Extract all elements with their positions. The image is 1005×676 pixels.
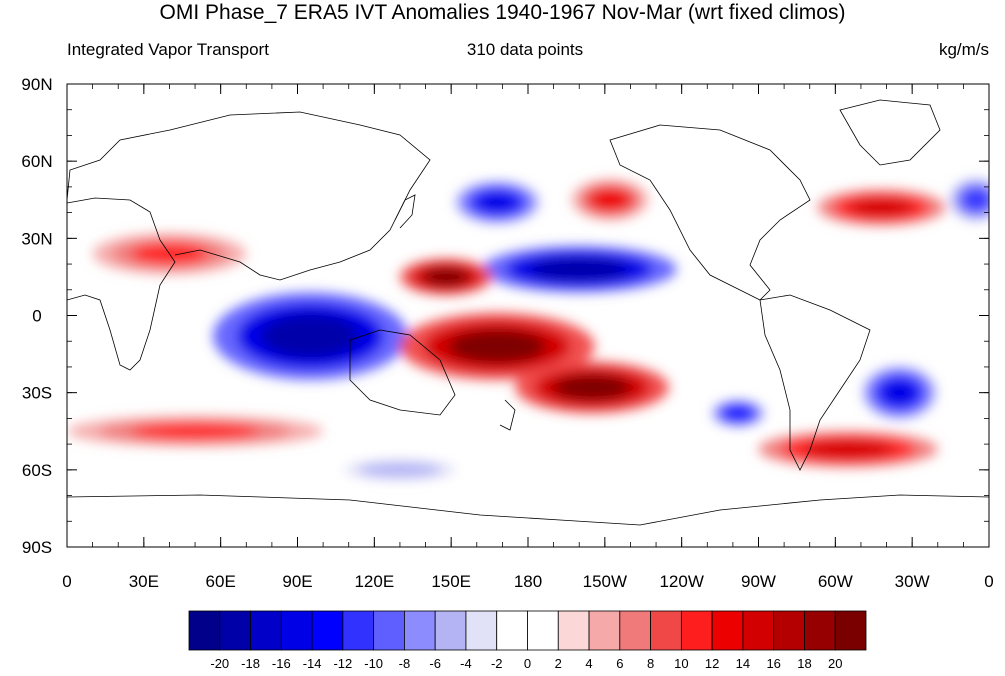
- lon-tick-label: 60E: [206, 572, 236, 591]
- colorbar-label: 4: [585, 656, 592, 671]
- lon-tick-label: 30W: [895, 572, 930, 591]
- lon-tick-label: 150W: [583, 572, 627, 591]
- colorbar-swatch: [373, 610, 405, 651]
- colorbar-swatch: [711, 610, 744, 651]
- colorbar-swatch: [404, 610, 436, 651]
- colorbar-label: 2: [555, 656, 562, 671]
- colorbar-swatch: [834, 610, 867, 651]
- lon-tick-label: 60W: [818, 572, 853, 591]
- anomaly-southern-ocean-east-2: [803, 440, 893, 459]
- lat-tick-label: 60S: [22, 461, 52, 480]
- colorbar-label: -20: [210, 656, 229, 671]
- coastline-australia: [349, 329, 456, 416]
- coastlines: [67, 99, 989, 526]
- coastline-japan: [394, 194, 416, 229]
- anomaly-northwest-pacific-2: [422, 267, 470, 286]
- anomaly-gulf-of-alaska-2: [590, 189, 630, 211]
- lon-tick-label: 30E: [129, 572, 159, 591]
- coastline-antarctica: [67, 494, 989, 526]
- colorbar: [188, 610, 867, 651]
- coastline-eurasia: [67, 111, 431, 281]
- colorbar-label: -8: [399, 656, 411, 671]
- colorbar-swatch: [219, 610, 251, 651]
- latitude-labels: 90N 60N 30N 0 30S 60S 90S: [21, 75, 52, 557]
- lon-tick-label: 180: [514, 572, 542, 591]
- colorbar-label: 20: [828, 656, 842, 671]
- colorbar-label: 12: [705, 656, 719, 671]
- anomaly-maritime-continent-pacific-2: [448, 329, 546, 364]
- anomaly-tropical-indian-ocean-2: [261, 314, 359, 358]
- colorbar-label: 6: [616, 656, 623, 671]
- colorbar-label: 0: [524, 656, 531, 671]
- colorbar-swatch: [188, 610, 221, 651]
- lat-tick-label: 90S: [22, 538, 52, 557]
- data-points-label: 310 data points: [466, 40, 584, 59]
- chart-title: OMI Phase_7 ERA5 IVT Anomalies 1940-1967…: [159, 1, 846, 24]
- coastline-south-america: [759, 294, 871, 471]
- colorbar-label: -6: [429, 656, 441, 671]
- colorbar-label: 16: [766, 656, 780, 671]
- lon-tick-label: 90E: [282, 572, 312, 591]
- coastline-greenland: [839, 99, 941, 166]
- colorbar-swatch: [680, 610, 713, 651]
- lat-tick-label: 90N: [21, 75, 52, 94]
- coastline-africa: [67, 197, 176, 371]
- colorbar-swatch: [280, 610, 313, 651]
- colorbar-label: -10: [364, 656, 383, 671]
- units-label: kg/m/s: [938, 40, 989, 59]
- colorbar-swatch: [742, 610, 775, 651]
- colorbar-label: 10: [674, 656, 688, 671]
- anomaly-south-atlantic-2: [881, 379, 918, 406]
- anomaly-field: [67, 179, 989, 481]
- lon-tick-label: 90W: [741, 572, 776, 591]
- anomaly-europe-atlantic-2: [963, 189, 989, 211]
- anomaly-southern-ocean-west-2: [131, 423, 260, 439]
- lon-tick-label: 120E: [354, 572, 394, 591]
- colorbar-label: -12: [333, 656, 352, 671]
- anomaly-north-pacific-subtropics-2: [530, 257, 628, 281]
- colorbar-swatch: [250, 610, 282, 651]
- colorbar-swatch: [496, 610, 528, 651]
- anomaly-north-atlantic-2: [849, 198, 914, 217]
- coastline-new-zealand: [499, 399, 516, 431]
- lon-tick-label: 150E: [431, 572, 471, 591]
- colorbar-label: -18: [241, 656, 260, 671]
- colorbar-swatch: [804, 610, 836, 651]
- lat-tick-label: 30N: [21, 229, 52, 248]
- colorbar-label: -4: [460, 656, 472, 671]
- anomaly-south-america-west-2: [725, 406, 751, 420]
- lat-tick-label: 60N: [21, 152, 52, 171]
- lon-tick-label: 0: [984, 572, 993, 591]
- colorbar-swatch: [619, 610, 651, 651]
- coastline-north-america: [609, 124, 811, 301]
- lon-tick-label: 120W: [659, 572, 703, 591]
- colorbar-label: -16: [272, 656, 291, 671]
- colorbar-label: -14: [303, 656, 322, 671]
- variable-label: Integrated Vapor Transport: [67, 40, 269, 59]
- colorbar-label: 8: [647, 656, 654, 671]
- colorbar-swatch: [465, 610, 498, 651]
- lon-tick-label: 0: [62, 572, 71, 591]
- colorbar-label: 18: [797, 656, 811, 671]
- lat-tick-label: 0: [32, 307, 41, 326]
- colorbar-swatch: [311, 610, 344, 651]
- anomaly-southern-indian-2: [371, 464, 429, 475]
- colorbar-swatch: [588, 610, 621, 651]
- longitude-labels: 0 30E 60E 90E 120E 150E 180 150W 120W 90W 60W 30W 0: [62, 572, 993, 591]
- colorbar-labels: -20 -18 -16 -14 -12 -10 -8 -6 -4 -2 0 2 4 6 8 10 12 14 16 1…: [210, 656, 842, 671]
- colorbar-swatch: [342, 610, 375, 651]
- lat-tick-label: 30S: [22, 384, 52, 403]
- colorbar-swatch: [527, 610, 559, 651]
- anomaly-south-pacific-band-2: [553, 374, 631, 401]
- axis-ticks: [66, 83, 990, 548]
- colorbar-swatch: [773, 610, 805, 651]
- colorbar-swatch: [650, 610, 682, 651]
- colorbar-label: 14: [736, 656, 750, 671]
- anomaly-north-pacific-midlat-2: [476, 192, 518, 213]
- colorbar-swatch: [557, 610, 590, 651]
- colorbar-swatch: [434, 610, 467, 651]
- colorbar-label: -2: [491, 656, 503, 671]
